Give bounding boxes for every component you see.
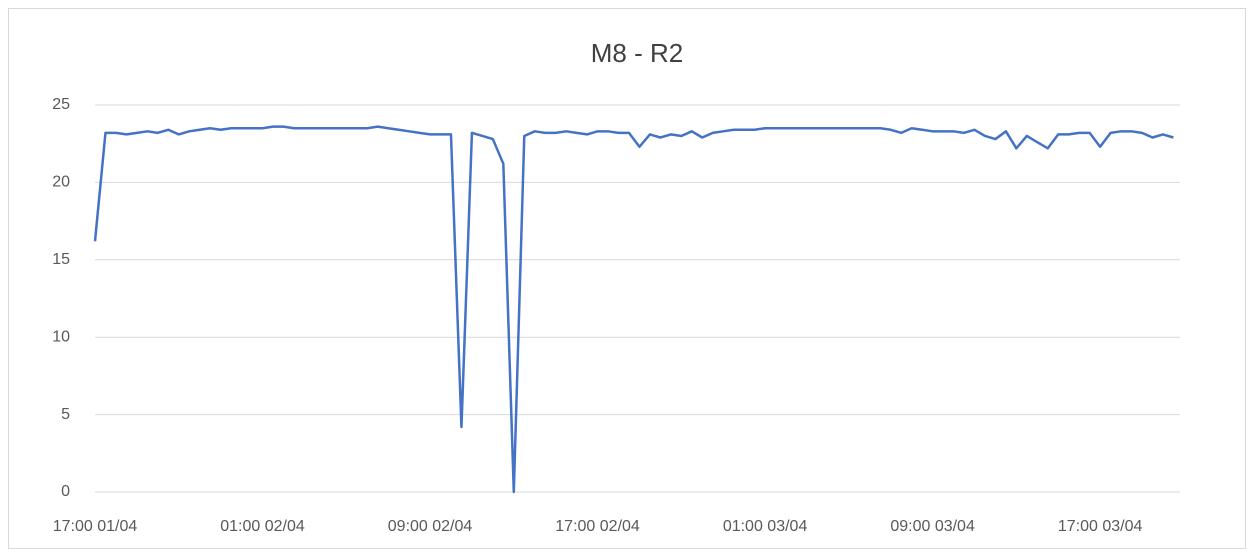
x-tick-label: 09:00 02/04: [388, 518, 473, 535]
y-tick-label: 10: [52, 328, 70, 345]
chart-border: [8, 8, 1246, 549]
x-tick-label: 17:00 02/04: [555, 518, 640, 535]
x-tick-label: 17:00 03/04: [1058, 518, 1143, 535]
x-tick-label: 17:00 01/04: [53, 518, 138, 535]
x-tick-label: 01:00 02/04: [220, 518, 305, 535]
data-line: [93, 125, 1174, 494]
chart-title: M8 - R2: [591, 38, 683, 68]
y-tick-label: 15: [52, 251, 70, 268]
y-tick-label: 0: [61, 483, 70, 500]
y-tick-label: 5: [61, 406, 70, 423]
y-tick-label: 25: [52, 96, 70, 113]
x-tick-label: 09:00 03/04: [890, 518, 975, 535]
x-tick-label: 01:00 03/04: [723, 518, 808, 535]
y-tick-label: 20: [52, 174, 70, 191]
